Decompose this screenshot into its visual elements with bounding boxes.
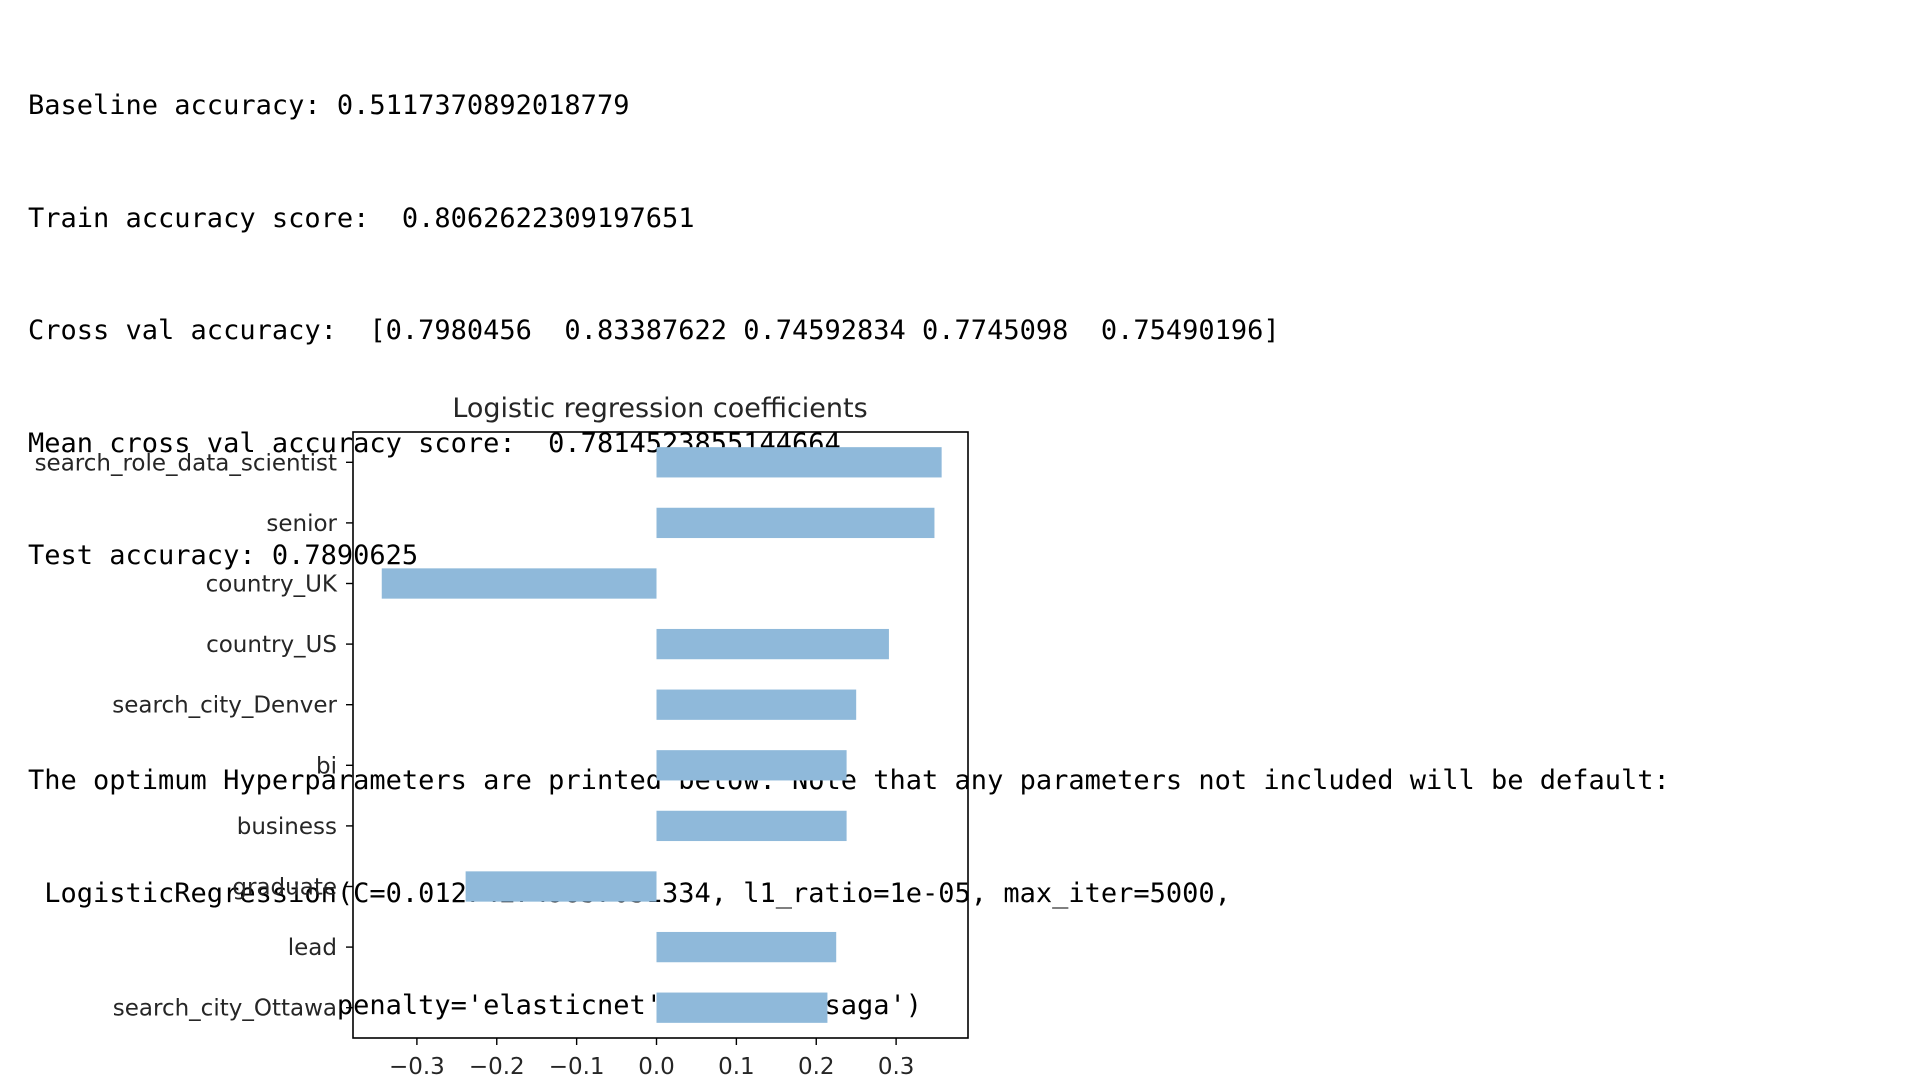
y-tick-label: business [237,814,337,840]
hyperparameters-note-line: The optimum Hyperparameters are printed … [28,765,1670,796]
y-tick-label: graduate [232,875,337,901]
coefficients-bar-chart: Logistic regression coefficients search_… [35,393,969,1080]
chart-title: Logistic regression coefficients [452,393,867,424]
x-tick-label: 0.0 [638,1054,675,1080]
plot-frame [352,431,969,1039]
y-tick-label: search_role_data_scientist [35,450,337,476]
cross-val-accuracy-line: Cross val accuracy: [0.7980456 0.8338762… [28,315,1280,346]
bar-bi [656,750,847,781]
bar-graduate [465,871,657,902]
y-tick-label: bi [316,753,337,779]
y-tick-label: country_UK [206,572,338,598]
y-tick-label: senior [266,511,337,537]
bar-business [656,810,847,842]
y-tick-label: search_city_Ottawa [113,996,337,1022]
bar-country_UK [381,568,657,599]
x-tick-label: −0.2 [469,1054,525,1080]
test-accuracy-line: Test accuracy: 0.7890625 [28,540,419,571]
baseline-accuracy-line: Baseline accuracy: 0.5117370892018779 [28,90,630,121]
x-tick-label: 0.3 [878,1054,915,1080]
x-tick-label: 0.2 [798,1054,835,1080]
x-tick-label: 0.1 [718,1054,755,1080]
train-accuracy-line: Train accuracy score: 0.8062622309197651 [28,202,695,234]
y-tick-label: country_US [206,632,337,658]
bar-senior [656,507,935,539]
y-tick-label: search_city_Denver [112,693,337,719]
bar-search_city_Denver [656,689,857,720]
x-tick-label: −0.3 [389,1054,445,1080]
x-tick-label: −0.1 [549,1054,605,1080]
bar-lead [656,931,837,963]
bar-country_US [656,628,889,660]
y-tick-label: lead [288,935,337,961]
bar-search_city_Ottawa [656,992,828,1023]
bar-search_role_data_scientist [656,447,942,478]
